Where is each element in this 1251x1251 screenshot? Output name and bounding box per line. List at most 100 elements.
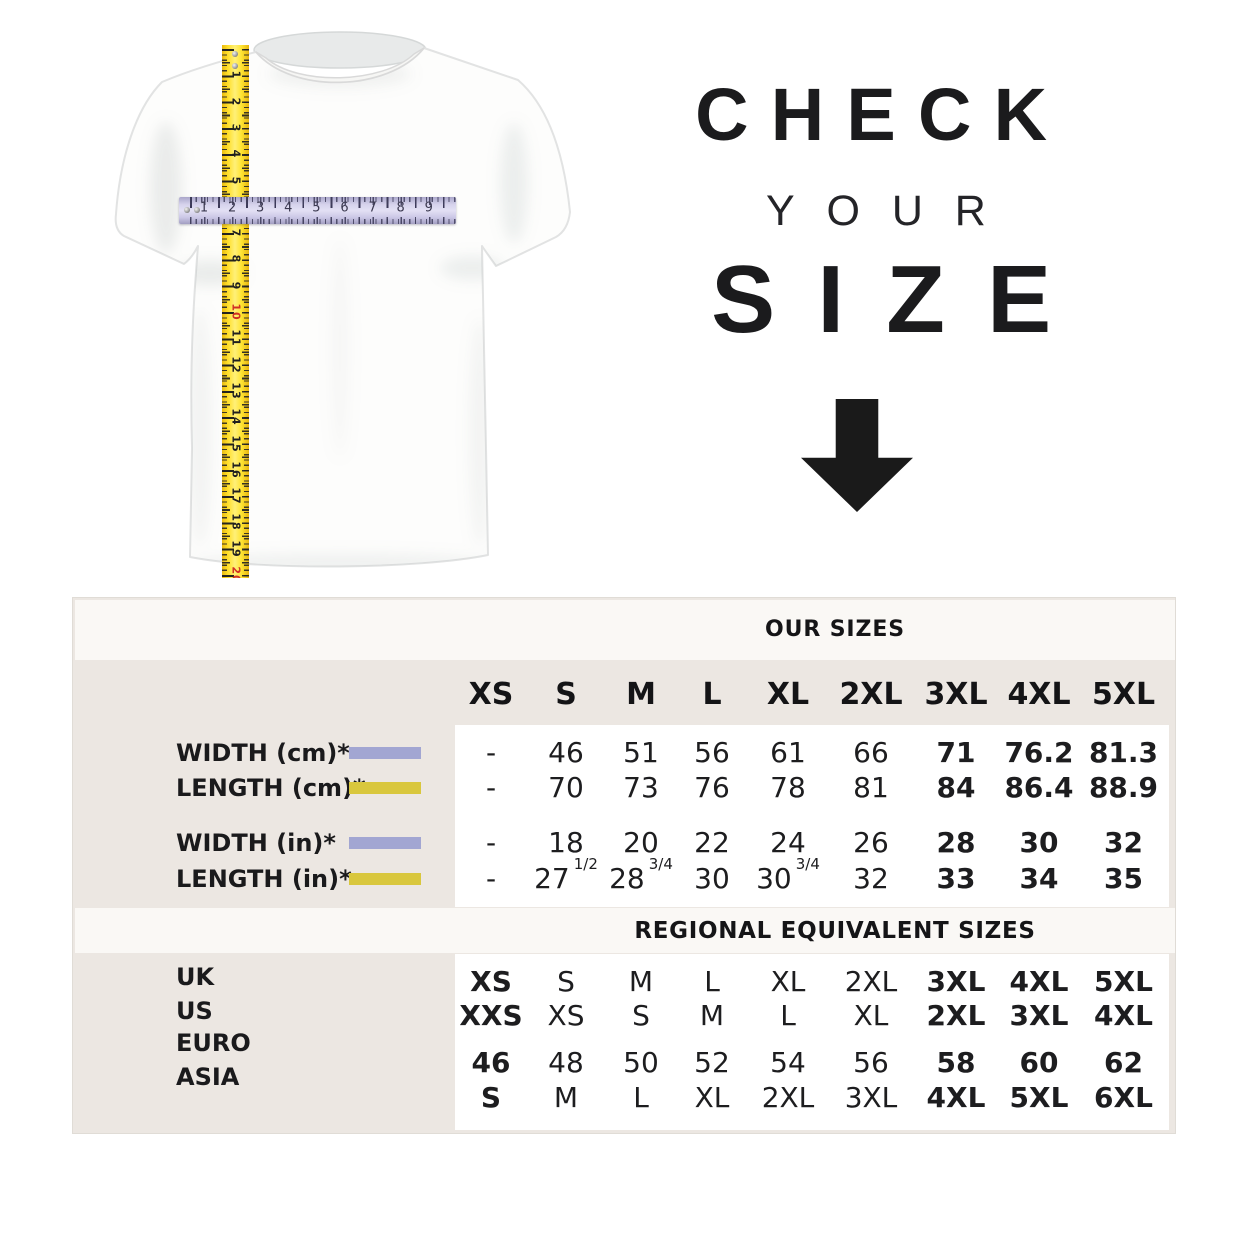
size-value-cell: 34 (1019, 862, 1059, 895)
size-value-cell: 20 (623, 826, 659, 859)
measure-value-row: - 27 1/2 28 3/4 30 30 3/4 32 33 34 35 (455, 854, 1168, 895)
regional-size-cell: 2XL (926, 999, 986, 1032)
tape-number: 7 (229, 228, 242, 238)
size-value-cell: - (485, 771, 497, 804)
size-value-cell: 35 (1104, 862, 1143, 895)
horizontal-tape-ruler: 1 2 3 4 5 6 7 8 9 (179, 197, 456, 224)
measure-value-row: - 46 51 56 61 66 71 76.2 81.3 (455, 736, 1168, 769)
tape-number: 3 (229, 123, 242, 133)
size-value-cell: 51 (623, 736, 659, 769)
size-value-cell: 76 (694, 771, 730, 804)
size-header-cell: 4XL (1007, 676, 1071, 712)
regional-size-cell: 4XL (1009, 965, 1069, 998)
regional-size-cell: 50 (623, 1046, 659, 1079)
tape-number: 5 (229, 176, 242, 185)
size-value-cell: 86.4 (1004, 771, 1074, 804)
regional-size-cell: 54 (770, 1046, 806, 1079)
regional-values-panel: XS S M L XL 2XL 3XL 4XL 5XL XXS XS S M L XL 2XL 3XL 4XL 46… (455, 954, 1169, 1130)
regional-size-cell: 4XL (1094, 999, 1153, 1032)
regional-row-label: ASIA (176, 1063, 240, 1091)
shirt-back-neck (253, 31, 427, 69)
size-value-cell: 22 (694, 826, 730, 859)
regional-value-row: XXS XS S M L XL 2XL 3XL 4XL (455, 999, 1168, 1032)
tape-number: 15 (229, 434, 242, 453)
measure-value-row: - 70 73 76 78 81 84 86.4 88.9 (455, 771, 1168, 804)
regional-size-cell: L (633, 1081, 649, 1114)
regional-size-cell: 46 (471, 1046, 511, 1079)
regional-band (75, 908, 1175, 953)
size-value-cell: - (485, 826, 497, 859)
vertical-tape-ruler: 1234567891011121314151617181920 (222, 45, 249, 578)
tape-number: 20 (229, 566, 242, 578)
size-value-cell: 73 (623, 771, 659, 804)
tape-number: 13 (229, 382, 242, 400)
tape-number: 18 (229, 513, 242, 532)
size-value-cell: 84 (936, 771, 976, 804)
regional-value-row: S M L XL 2XL 3XL 4XL 5XL 6XL (455, 1081, 1168, 1114)
size-value-cell: 81 (853, 771, 889, 804)
size-header-cell: XL (766, 676, 810, 712)
size-value-cell: 30 (1019, 826, 1059, 859)
tape-number: 9 (229, 281, 242, 291)
regional-size-cell: XL (853, 999, 889, 1032)
tape-number: 2 (229, 97, 242, 106)
tape-number: 11 (229, 329, 242, 347)
size-value-cell: 78 (770, 771, 806, 804)
tape-rivet (194, 207, 200, 213)
tape-rivet (184, 207, 190, 213)
regional-size-cell: XXS (459, 999, 523, 1032)
regional-size-cell: 4XL (926, 1081, 986, 1114)
size-value-cell: 76.2 (1004, 736, 1074, 769)
regional-row-label: UK (176, 963, 215, 991)
size-value-cell: 26 (853, 826, 889, 859)
tape-number: 4 (229, 149, 242, 159)
size-value-cell: 33 (936, 862, 976, 895)
regional-size-cell: XS (547, 999, 585, 1032)
tape-number: 12 (229, 355, 242, 374)
down-arrow-icon (801, 399, 913, 512)
tape-number: 17 (229, 487, 242, 505)
tape-rivet (232, 51, 238, 57)
our-sizes-title: OUR SIZES (765, 617, 905, 642)
legend-bar-lavender (349, 747, 421, 759)
regional-size-cell: M (628, 965, 654, 998)
size-header-cell: 5XL (1091, 676, 1156, 712)
tape-number: 8 (396, 200, 405, 216)
size-value-cell: - (485, 862, 497, 895)
size-value-cell: 71 (936, 736, 976, 769)
regional-value-row: 46 48 50 52 54 56 58 60 62 (455, 1046, 1168, 1079)
regional-size-cell: M (699, 999, 725, 1032)
size-value-cell: 81.3 (1088, 736, 1159, 769)
size-header-cell: 2XL (839, 676, 903, 712)
regional-size-cell: L (780, 999, 796, 1032)
size-value-cell: 88.9 (1088, 771, 1159, 804)
regional-size-cell: M (553, 1081, 579, 1114)
size-value-cell: - (485, 736, 497, 769)
measure-row-label: LENGTH (in)* (176, 865, 352, 893)
size-value-cell: 30 3/4 (756, 854, 820, 895)
hero-title-line2: YOUR (766, 187, 1018, 235)
size-header-cell: 3XL (924, 676, 988, 712)
size-header-cell: XS (468, 676, 514, 712)
tape-number: 16 (229, 461, 242, 479)
regional-size-cell: S (632, 999, 650, 1032)
tape-number: 8 (229, 255, 242, 264)
measure-row-label: LENGTH (cm)* (176, 774, 366, 802)
tape-number: 3 (256, 200, 265, 216)
legend-bar-lavender (349, 837, 421, 849)
tape-number: 1 (199, 200, 209, 216)
tape-number: 10 (229, 303, 242, 321)
regional-size-cell: 5XL (1094, 965, 1153, 998)
regional-size-cell: 2XL (761, 1081, 815, 1114)
legend-bar-yellow (349, 782, 421, 794)
tape-number: 5 (312, 200, 321, 216)
size-value-cell: 61 (770, 736, 806, 769)
tape-rivet (232, 63, 238, 69)
size-value-cell: 18 (548, 826, 584, 859)
tape-number: 9 (424, 200, 433, 216)
tape-number: 19 (229, 540, 242, 558)
tape-number: 2 (227, 200, 237, 216)
hero-title-line3: SIZE (711, 246, 1094, 353)
size-value-cell: 28 3/4 (609, 854, 673, 895)
our-sizes-band (75, 600, 1175, 660)
